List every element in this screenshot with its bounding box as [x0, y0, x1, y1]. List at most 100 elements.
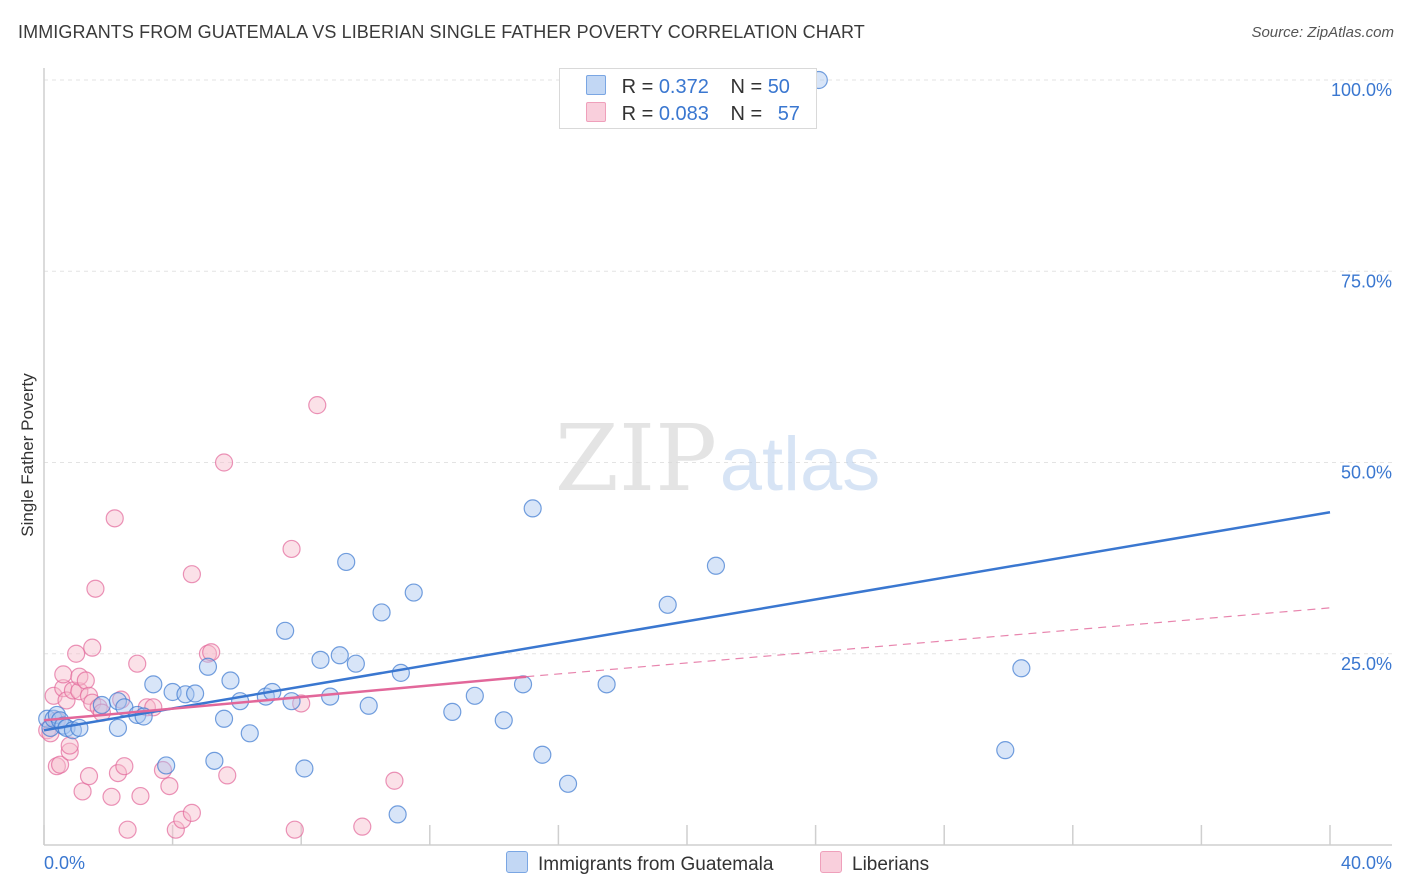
data-point: [214, 453, 234, 472]
data-point: [186, 684, 205, 703]
legend-row-liberians: R = 0.083 N = 57: [586, 102, 800, 126]
y-tick-label: 25.0%: [1341, 654, 1392, 674]
data-point: [282, 692, 301, 711]
data-point: [108, 763, 128, 783]
data-point: [533, 745, 552, 764]
data-point: [658, 595, 677, 614]
correlation-legend: R = 0.372 N = 50 R = 0.083 N = 57: [559, 68, 817, 129]
data-point: [198, 657, 218, 676]
data-point: [218, 766, 237, 785]
data-point: [166, 820, 185, 839]
legend-n-label: N =: [730, 76, 763, 98]
bottom-legend-swatch-blue: [506, 851, 528, 873]
data-point: [144, 675, 163, 694]
data-point: [295, 759, 314, 778]
data-point: [597, 675, 616, 694]
data-point: [128, 654, 147, 673]
data-point: [443, 702, 462, 721]
data-point: [182, 803, 201, 822]
bottom-legend-guatemala: Immigrants from Guatemala: [506, 851, 773, 876]
data-point: [388, 805, 407, 824]
data-point: [346, 654, 365, 673]
data-point: [92, 695, 111, 715]
data-point: [282, 539, 301, 559]
data-point: [996, 741, 1015, 760]
legend-r-label: R =: [621, 103, 654, 125]
data-point: [73, 782, 92, 801]
data-point: [60, 736, 79, 755]
data-point: [83, 638, 102, 657]
data-point: [115, 757, 134, 776]
trend-line-extension: [526, 607, 1331, 678]
legend-r-value-blue: 0.372: [658, 76, 709, 98]
data-point: [465, 686, 484, 705]
data-point: [173, 810, 192, 829]
data-point: [321, 687, 340, 706]
data-point: [494, 711, 513, 730]
watermark-atlas: atlas: [720, 422, 881, 507]
x-tick-label: 40.0%: [1341, 853, 1392, 873]
trend-line: [43, 510, 1331, 732]
watermark-zip: ZIP: [555, 405, 717, 512]
data-point: [118, 820, 137, 839]
data-point: [54, 665, 73, 684]
data-point: [523, 499, 542, 518]
y-tick-label: 75.0%: [1341, 271, 1392, 291]
chart-title: IMMIGRANTS FROM GUATEMALA VS LIBERIAN SI…: [18, 22, 865, 42]
data-point: [86, 579, 105, 598]
legend-swatch-blue: [586, 75, 606, 95]
data-point: [182, 565, 201, 584]
data-point: [706, 556, 726, 575]
data-point: [79, 767, 99, 786]
data-point: [60, 742, 79, 761]
data-point: [1012, 659, 1031, 678]
legend-n-value-pink: 57: [777, 103, 800, 125]
data-point: [558, 774, 578, 793]
watermark: ZIP atlas: [555, 405, 880, 512]
data-point: [67, 644, 86, 663]
data-point: [76, 671, 95, 690]
guatemala-points: [38, 70, 1031, 824]
bottom-legend-label-guatemala: Immigrants from Guatemala: [538, 854, 774, 875]
data-point: [285, 820, 304, 839]
x-tick-label: 0.0%: [44, 853, 85, 873]
data-point: [205, 751, 224, 770]
data-point: [404, 583, 423, 602]
data-point: [311, 650, 330, 669]
data-point: [50, 755, 70, 774]
axes: [43, 68, 1392, 846]
data-point: [372, 603, 391, 622]
data-point: [102, 787, 121, 806]
y-tick-label: 50.0%: [1341, 463, 1392, 483]
data-point: [157, 756, 176, 775]
y-tick-label: 100.0%: [1331, 80, 1392, 100]
bottom-legend-swatch-pink: [820, 851, 842, 873]
liberians-points: [38, 396, 404, 839]
data-point: [240, 724, 259, 743]
data-point: [176, 685, 195, 704]
data-point: [202, 643, 221, 662]
data-point: [214, 709, 234, 728]
tick-labels: 25.0% 50.0% 75.0% 100.0% 0.0% 40.0%: [44, 80, 1392, 873]
data-point: [353, 817, 372, 836]
trend-line: [43, 675, 527, 722]
legend-row-guatemala: R = 0.372 N = 50: [586, 75, 790, 99]
data-point: [70, 682, 89, 701]
data-point: [308, 396, 327, 415]
data-point: [221, 671, 240, 690]
grid-lines: [44, 79, 1392, 655]
data-point: [105, 509, 124, 528]
bottom-legend-label-liberians: Liberians: [852, 854, 930, 875]
legend-swatch-pink: [586, 102, 606, 122]
data-point: [131, 786, 150, 806]
data-point: [57, 691, 76, 710]
data-point: [160, 776, 179, 796]
legend-r-value-pink: 0.083: [658, 103, 709, 125]
data-point: [391, 663, 410, 682]
legend-r-label: R =: [621, 76, 654, 98]
bottom-legend-liberians: Liberians: [820, 851, 929, 876]
data-point: [337, 552, 356, 572]
data-point: [276, 621, 295, 640]
legend-n-label: N =: [730, 103, 763, 125]
